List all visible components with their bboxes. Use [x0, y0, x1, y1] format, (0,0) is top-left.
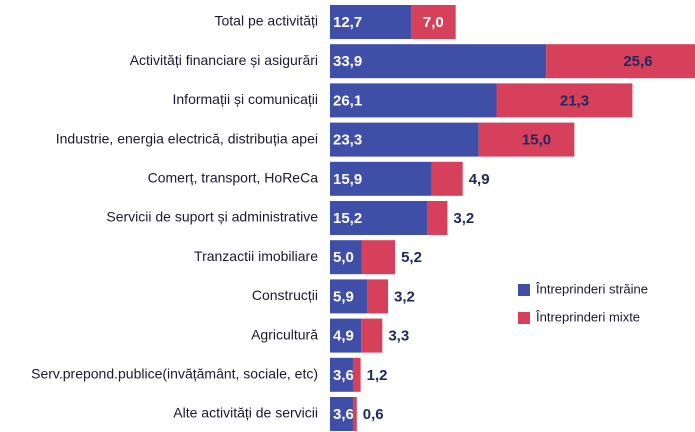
legend-swatch [518, 312, 530, 324]
category-label: Construcții [252, 287, 318, 303]
bar-segment [367, 279, 389, 314]
bar-segment [431, 161, 463, 196]
bar-segment [330, 44, 547, 79]
legend-label: Întreprinderi mixte [535, 309, 640, 324]
legend-swatch [518, 284, 530, 296]
value-label: 3,2 [394, 288, 415, 305]
bar-segment [330, 357, 353, 392]
value-label: 15,2 [333, 210, 362, 227]
value-label: 23,3 [333, 132, 362, 149]
bar-segment [478, 122, 575, 157]
bar-segment [352, 357, 361, 392]
legend-label: Întreprinderi străine [535, 281, 648, 296]
category-label: Servicii de suport și administrative [106, 209, 318, 225]
bar-segment [330, 83, 497, 118]
value-label: 26,1 [333, 92, 362, 109]
bar-segment [330, 279, 368, 314]
value-label: 1,2 [367, 367, 388, 384]
bar-segment [330, 240, 362, 275]
bar-segment [330, 5, 412, 39]
bar-segment [546, 44, 695, 79]
value-label: 3,6 [333, 406, 354, 423]
category-label: Total pe activități [215, 13, 319, 29]
category-label: Alte activități de servicii [173, 405, 318, 421]
value-label: 5,0 [333, 249, 354, 266]
category-label: Comerț, transport, HoReCa [148, 170, 319, 186]
value-label: 4,9 [469, 171, 490, 188]
value-label: 5,2 [401, 249, 422, 266]
value-label: 5,9 [333, 288, 354, 305]
value-label: 25,6 [623, 53, 652, 70]
bar-segment [496, 83, 633, 118]
value-label: 0,6 [363, 406, 384, 423]
category-label: Agricultură [251, 326, 318, 342]
bar-segment [330, 397, 353, 431]
value-label: 12,7 [333, 14, 362, 31]
bar-segment [330, 161, 432, 196]
bar-segment [352, 397, 357, 431]
bar-segment [361, 240, 396, 275]
bar-segment [361, 318, 383, 353]
bar-segment [330, 318, 362, 353]
bar-segment [411, 5, 456, 39]
value-label: 21,3 [560, 92, 589, 109]
category-label: Serv.prepond.publice(invățământ, sociale… [31, 366, 318, 382]
value-label: 33,9 [333, 53, 362, 70]
value-label: 15,9 [333, 171, 362, 188]
category-label: Informații și comunicații [173, 91, 319, 107]
value-label: 4,9 [333, 328, 354, 345]
bar-segment [330, 201, 427, 235]
category-label: Tranzactii imobiliare [194, 248, 318, 264]
value-label: 7,0 [423, 14, 444, 31]
value-label: 3,6 [333, 367, 354, 384]
value-label: 3,3 [388, 328, 409, 345]
bar-segment [426, 201, 448, 235]
value-label: 3,2 [453, 210, 474, 227]
value-label: 15,0 [522, 132, 551, 149]
bar-segment [330, 122, 479, 157]
category-label: Industrie, energia electrică, distribuți… [56, 130, 318, 146]
category-label: Activități financiare și asigurări [130, 52, 318, 68]
